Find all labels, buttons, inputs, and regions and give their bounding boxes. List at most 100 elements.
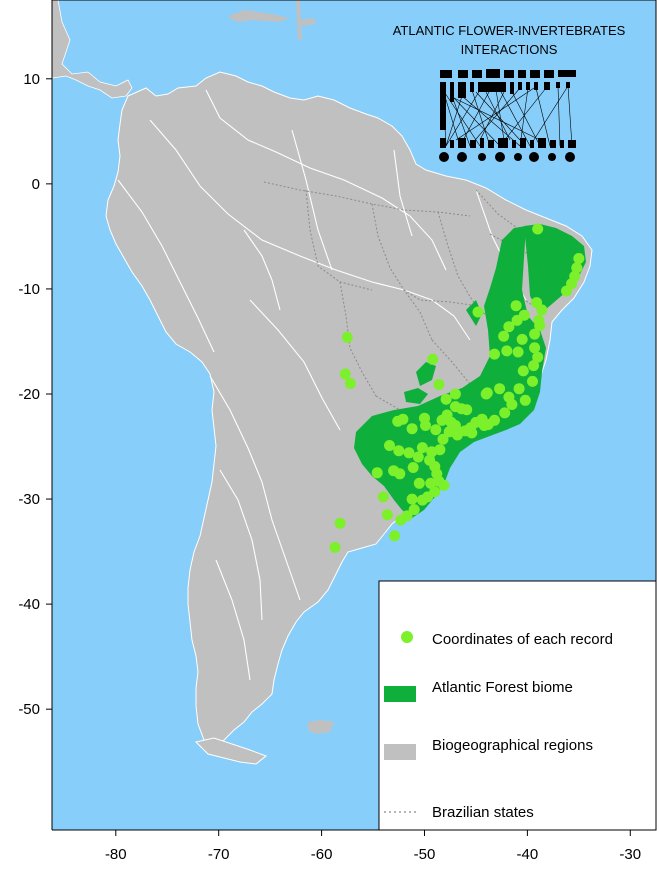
biogeographical-region-lines	[117, 89, 527, 681]
interaction-network-icon	[439, 69, 576, 162]
y-tick-label: -40	[18, 596, 40, 613]
legend: Coordinates of each record Atlantic Fore…	[378, 580, 657, 831]
legend-biome-symbol	[384, 686, 416, 702]
record-point	[412, 451, 424, 463]
y-tick-label: -20	[18, 386, 40, 403]
record-point	[561, 285, 572, 297]
y-tick-label: 10	[23, 71, 40, 88]
record-point	[516, 333, 528, 345]
record-point	[344, 378, 356, 389]
x-tick-label: -40	[517, 846, 539, 863]
map-title-line1: ATLANTIC FLOWER-INVERTEBRATES	[393, 23, 626, 38]
record-point	[436, 414, 448, 426]
record-point	[532, 351, 544, 363]
legend-biome-label: Atlantic Forest biome	[432, 679, 573, 696]
record-point	[427, 353, 439, 365]
y-ticks: 10 0 -10 -20 -30 -40 -50	[18, 71, 52, 718]
butterfly-icon	[440, 70, 452, 78]
flower-icon	[548, 153, 556, 161]
beetle-icon	[530, 70, 540, 78]
record-point	[389, 530, 401, 542]
record-point	[494, 383, 506, 395]
x-ticks: -80 -70 -60 -50 -40 -30	[105, 830, 641, 863]
flower-icon	[439, 152, 449, 162]
record-point	[573, 253, 585, 264]
y-tick-label: -10	[18, 281, 40, 298]
record-point	[416, 494, 428, 506]
x-tick-label: -50	[414, 846, 436, 863]
caribbean-islands	[228, 0, 316, 40]
record-point	[430, 424, 442, 436]
record-point	[527, 375, 538, 387]
record-point	[443, 426, 455, 438]
record-point	[528, 360, 540, 372]
record-point	[440, 393, 452, 405]
legend-record-symbol	[401, 631, 413, 643]
record-point	[481, 387, 493, 399]
y-tick-label: -30	[18, 491, 40, 508]
record-point	[384, 440, 395, 451]
hummingbird-icon	[558, 70, 576, 77]
record-point	[416, 442, 428, 454]
legend-region-symbol	[384, 744, 416, 760]
flower-icon	[565, 152, 575, 162]
map-title-line2: INTERACTIONS	[461, 42, 558, 57]
flower-icon	[514, 153, 522, 161]
record-point	[498, 330, 510, 342]
record-point	[377, 491, 389, 503]
record-point	[489, 348, 500, 360]
legend-box	[378, 580, 657, 831]
record-point	[438, 479, 450, 491]
record-point	[472, 306, 484, 318]
y-tick-label: -50	[18, 701, 40, 718]
atlantic-forest-biome	[354, 224, 586, 518]
record-point	[499, 407, 511, 419]
flower-icon	[478, 153, 486, 161]
record-point	[456, 403, 467, 415]
record-point	[341, 331, 353, 343]
bug-icon	[544, 70, 554, 78]
record-point	[529, 342, 541, 354]
record-point	[532, 223, 544, 235]
record-point	[571, 262, 583, 274]
fly-icon	[472, 70, 482, 78]
record-point	[510, 300, 522, 312]
wasp-icon	[504, 70, 514, 78]
record-point	[394, 468, 406, 480]
record-point	[512, 346, 524, 358]
record-point	[425, 477, 437, 489]
record-point	[426, 446, 438, 458]
x-tick-label: -70	[208, 846, 230, 863]
record-point	[437, 433, 449, 445]
record-point	[529, 328, 541, 340]
record-point	[517, 365, 529, 377]
ant-icon	[518, 70, 526, 78]
record-point	[403, 447, 415, 459]
record-point	[433, 379, 445, 390]
record-point	[395, 514, 407, 526]
record-point	[513, 383, 525, 395]
record-point	[519, 394, 531, 406]
record-point	[534, 320, 546, 332]
record-point	[466, 427, 478, 439]
x-tick-label: -60	[311, 846, 333, 863]
y-tick-label: 0	[32, 176, 40, 193]
record-point	[511, 314, 523, 326]
x-tick-label: -80	[105, 846, 127, 863]
records-layer	[329, 223, 585, 553]
record-point	[413, 477, 425, 489]
record-point	[536, 304, 548, 316]
flower-icon	[457, 152, 467, 162]
record-point	[406, 423, 418, 435]
flower-icon	[495, 152, 505, 162]
x-tick-label: -30	[619, 846, 641, 863]
record-point	[408, 504, 420, 516]
record-point	[406, 493, 418, 505]
bee-icon	[486, 69, 500, 78]
record-point	[381, 509, 393, 521]
record-point	[407, 462, 419, 473]
record-point	[478, 420, 490, 431]
record-point	[371, 467, 383, 479]
flower-icon	[529, 152, 539, 162]
